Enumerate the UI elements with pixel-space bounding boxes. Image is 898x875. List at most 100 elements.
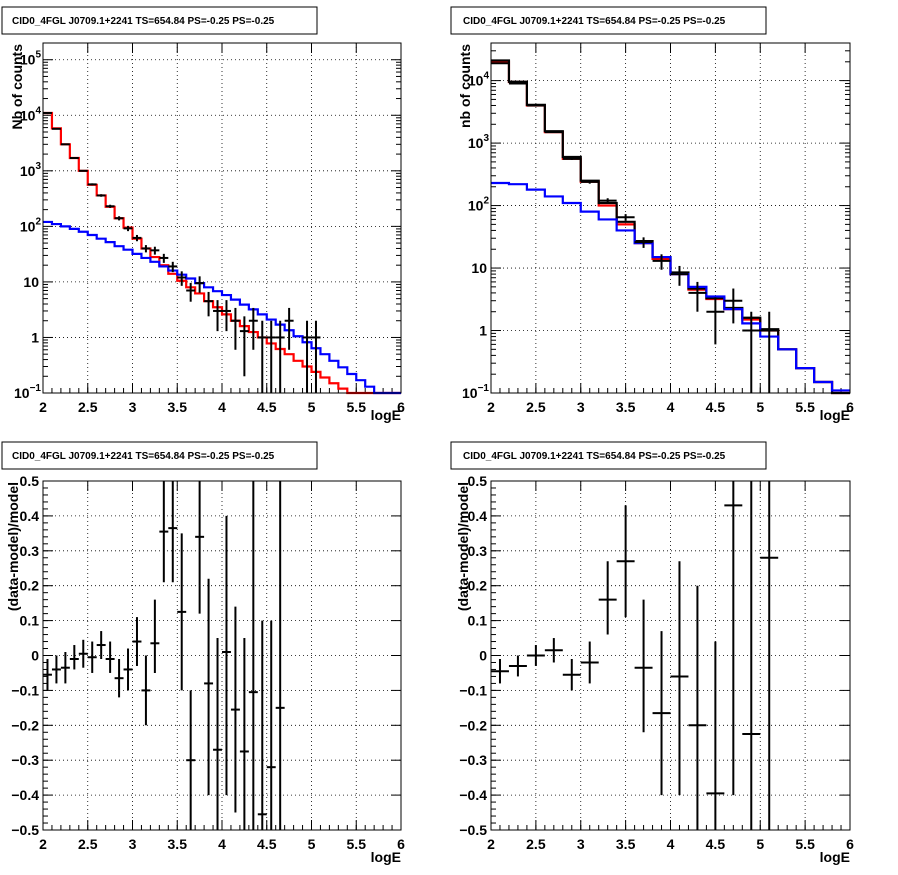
x-tick-label: 4.5 [706,836,726,852]
x-tick-label: 5 [756,399,764,415]
x-tick-label: 3 [129,836,137,852]
y-tick-label: −0.4 [11,787,39,803]
plot-frame [490,480,851,831]
x-tick-label: 5.5 [347,836,367,852]
chart-title: CID0_4FGL J0709.1+2241 TS=654.84 PS=-0.2… [463,451,726,462]
plot-frame [490,42,851,394]
panel-bottom-left: CID0_4FGL J0709.1+2241 TS=654.84 PS=-0.2… [1,441,405,865]
plot-frame [42,42,402,394]
y-tick-label: 10 [23,274,39,290]
x-axis-title: logE [820,407,850,423]
x-tick-label: 3 [577,399,585,415]
y-tick-label: 0.5 [468,473,488,489]
x-tick-label: 2.5 [526,836,546,852]
y-tick-label: 0 [31,648,39,664]
x-tick-label: 2.5 [78,836,98,852]
y-tick-label: 102 [20,216,42,234]
plot-frame [42,480,402,831]
y-tick-label: 1 [31,329,39,345]
y-tick-label: 103 [20,161,42,179]
y-tick-label: 103 [468,133,490,151]
y-tick-label: −0.1 [11,682,39,698]
y-tick-label: −0.3 [11,752,39,768]
x-tick-label: 3.5 [168,836,188,852]
x-tick-label: 4 [667,836,675,852]
plot-area: 2 2.5 3 3.5 4 4.5 5 5.5 6 10−1 1 10 102 103 104 [462,42,854,415]
y-tick-label: 1 [479,323,487,339]
y-tick-label: 0.5 [20,473,40,489]
y-axis-title: (data-model)/model [455,482,471,611]
y-tick-label: −0.3 [459,752,487,768]
y-tick-label: 104 [20,105,42,123]
x-tick-label: 3.5 [616,836,636,852]
title-box [1,6,318,35]
x-tick-label: 6 [846,836,854,852]
chart-title: CID0_4FGL J0709.1+2241 TS=654.84 PS=-0.2… [12,451,275,462]
histogram-series-2 [491,181,850,392]
x-tick-label: 6 [397,836,405,852]
plot-area: 2 2.5 3 3.5 4 4.5 5 5.5 6 −0.5 −0.4 −0.3 −0.2 −0.1 0 0.… [11,473,405,852]
y-tick-label: 10−1 [14,383,41,401]
title-box [450,6,767,35]
histogram-series-1 [43,220,401,395]
x-axis-title: logE [820,849,850,865]
y-tick-label: 0.3 [20,543,40,559]
x-tick-label: 2 [39,836,47,852]
y-axis-title: nb of counts [457,44,473,128]
title-box [450,441,767,470]
x-tick-label: 2 [487,836,495,852]
x-tick-label: 2.5 [78,399,98,415]
x-tick-label: 5 [308,836,316,852]
x-axis-title: logE [371,407,401,423]
chart-title: CID0_4FGL J0709.1+2241 TS=654.84 PS=-0.2… [463,16,726,27]
y-tick-label: 10 [471,260,487,276]
x-tick-label: 5 [308,399,316,415]
y-tick-label: −0.2 [459,717,487,733]
title-box [1,441,318,470]
y-tick-label: −0.5 [11,822,39,838]
y-tick-label: 0.1 [468,613,488,629]
x-tick-label: 4 [218,836,226,852]
y-tick-label: −0.4 [459,787,487,803]
x-tick-label: 2 [39,399,47,415]
x-tick-label: 6 [846,399,854,415]
y-tick-label: 10−1 [462,383,489,401]
y-axis-title: Nb of counts [9,44,25,130]
y-tick-label: 104 [468,71,490,89]
y-tick-label: 0.2 [468,578,488,594]
x-tick-label: 5.5 [795,836,815,852]
y-tick-label: 0.4 [468,508,488,524]
x-tick-label: 4.5 [257,399,277,415]
x-tick-label: 3 [577,836,585,852]
y-tick-label: −0.1 [459,682,487,698]
x-tick-label: 4.5 [706,399,726,415]
x-axis-title: logE [371,849,401,865]
histogram-series-0 [43,111,401,395]
plot-area: 2 2.5 3 3.5 4 4.5 5 5.5 6 −0.5 −0.4 −0.3 −0.2 −0.1 0 0.… [459,473,854,852]
x-tick-label: 3 [129,399,137,415]
y-tick-label: 102 [468,196,490,214]
chart-title: CID0_4FGL J0709.1+2241 TS=654.84 PS=-0.2… [12,16,275,27]
y-tick-label: 0 [479,648,487,664]
x-tick-label: 4 [667,399,675,415]
panel-top-left: CID0_4FGL J0709.1+2241 TS=654.84 PS=-0.2… [1,6,405,423]
y-tick-label: 0.3 [468,543,488,559]
x-tick-label: 5.5 [347,399,367,415]
x-tick-label: 5.5 [795,399,815,415]
x-tick-label: 2 [487,399,495,415]
x-tick-label: 2.5 [526,399,546,415]
panel-bottom-right: CID0_4FGL J0709.1+2241 TS=654.84 PS=-0.2… [450,441,854,865]
x-tick-label: 4.5 [257,836,277,852]
y-tick-label: −0.5 [459,822,487,838]
y-tick-label: 0.1 [20,613,40,629]
x-tick-label: 3.5 [168,399,188,415]
x-tick-label: 5 [756,836,764,852]
x-tick-label: 3.5 [616,399,636,415]
x-tick-label: 4 [218,399,226,415]
y-tick-label: −0.2 [11,717,39,733]
y-tick-label: 0.2 [20,578,40,594]
plot-area: 2 2.5 3 3.5 4 4.5 5 5.5 6 10−1 1 10 102 103 104 105 [14,42,405,415]
y-axis-title: (data-model)/model [5,482,21,611]
y-tick-label: 0.4 [20,508,40,524]
